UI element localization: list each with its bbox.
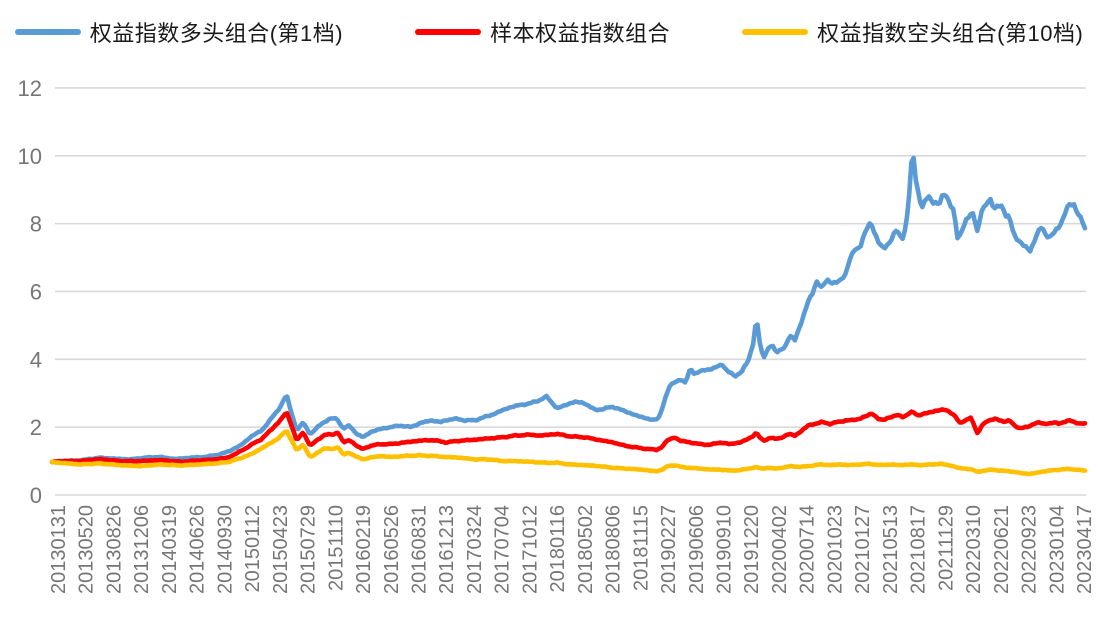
x-tick-label-20150729: 20150729 [298, 505, 320, 594]
x-tick-label-20130826: 20130826 [103, 505, 125, 594]
x-tick-label-20190227: 20190227 [658, 505, 680, 594]
x-tick-label-20180806: 20180806 [603, 505, 625, 594]
x-tick-label-20140626: 20140626 [187, 505, 209, 594]
x-tick-label-20161213: 20161213 [436, 505, 458, 594]
x-tick-label-20190606: 20190606 [686, 505, 708, 594]
x-tick-label-20210513: 20210513 [880, 505, 902, 594]
x-tick-label-20201023: 20201023 [824, 505, 846, 594]
y-tick-label-6: 6 [30, 279, 42, 304]
x-tick-label-20220621: 20220621 [991, 505, 1013, 594]
x-tick-label-20170324: 20170324 [464, 505, 486, 594]
x-tick-label-20180116: 20180116 [547, 505, 569, 593]
legend-swatch-red-line [415, 29, 482, 35]
x-axis-labels: 20130131 20130520 20130826 20131206 20140319… [48, 505, 1096, 594]
x-tick-label-20230417: 20230417 [1074, 505, 1096, 594]
legend-label-short-portfolio: 权益指数空头组合(第10档) [817, 21, 1084, 46]
x-tick-label-20210817: 20210817 [908, 505, 930, 594]
x-tick-label-20160219: 20160219 [353, 505, 375, 594]
y-axis-labels: 0 2 4 6 8 10 12 [18, 76, 42, 508]
x-tick-label-20200402: 20200402 [769, 505, 791, 594]
x-tick-label-20190910: 20190910 [714, 505, 736, 594]
x-tick-label-20211129: 20211129 [935, 505, 957, 591]
series-line-2 [49, 429, 1088, 477]
x-tick-label-20220310: 20220310 [963, 505, 985, 594]
series-line-1 [49, 407, 1088, 465]
chart-legend: 权益指数多头组合(第1档) 样本权益指数组合 权益指数空头组合(第10档) [0, 16, 1098, 48]
x-tick-label-20220923: 20220923 [1019, 505, 1041, 594]
legend-label-sample-index: 样本权益指数组合 [490, 21, 671, 46]
x-tick-label-20210127: 20210127 [852, 505, 874, 594]
x-tick-label-20140930: 20140930 [214, 505, 236, 594]
y-gridlines [55, 87, 1086, 496]
x-tick-label-20150112: 20150112 [242, 505, 264, 593]
x-tick-label-20140319: 20140319 [159, 505, 181, 594]
x-tick-label-20180502: 20180502 [575, 505, 597, 594]
x-tick-label-20151110: 20151110 [325, 505, 347, 591]
y-tick-label-4: 4 [30, 347, 42, 372]
series-line-0 [49, 155, 1088, 465]
x-tick-label-20160831: 20160831 [408, 505, 430, 594]
x-tick-label-20191220: 20191220 [741, 505, 763, 594]
x-tick-label-20150423: 20150423 [270, 505, 292, 594]
legend-swatch-yellow-line [742, 29, 809, 35]
x-tick-label-20181115: 20181115 [630, 505, 652, 591]
legend-item-long-portfolio: 权益指数多头组合(第1档) [14, 16, 344, 48]
x-tick-label-20200714: 20200714 [797, 505, 819, 594]
legend-label-long-portfolio: 权益指数多头组合(第1档) [89, 21, 344, 46]
y-tick-label-8: 8 [30, 212, 42, 237]
legend-item-sample-index: 样本权益指数组合 [415, 16, 670, 48]
x-tick-label-20131206: 20131206 [131, 505, 153, 594]
x-tick-label-20230104: 20230104 [1046, 505, 1068, 594]
y-tick-label-0: 0 [30, 483, 42, 508]
y-tick-label-10: 10 [18, 144, 42, 169]
x-tick-label-20130131: 20130131 [48, 505, 70, 594]
x-tick-label-20170704: 20170704 [492, 505, 514, 594]
y-tick-label-2: 2 [30, 415, 42, 440]
x-tick-label-20171012: 20171012 [519, 505, 541, 594]
x-tick-label-20160526: 20160526 [381, 505, 403, 594]
legend-item-short-portfolio: 权益指数空头组合(第10档) [742, 16, 1083, 48]
y-tick-label-12: 12 [18, 76, 42, 101]
x-tick-label-20130520: 20130520 [76, 505, 98, 594]
legend-swatch-blue-line [14, 29, 81, 35]
